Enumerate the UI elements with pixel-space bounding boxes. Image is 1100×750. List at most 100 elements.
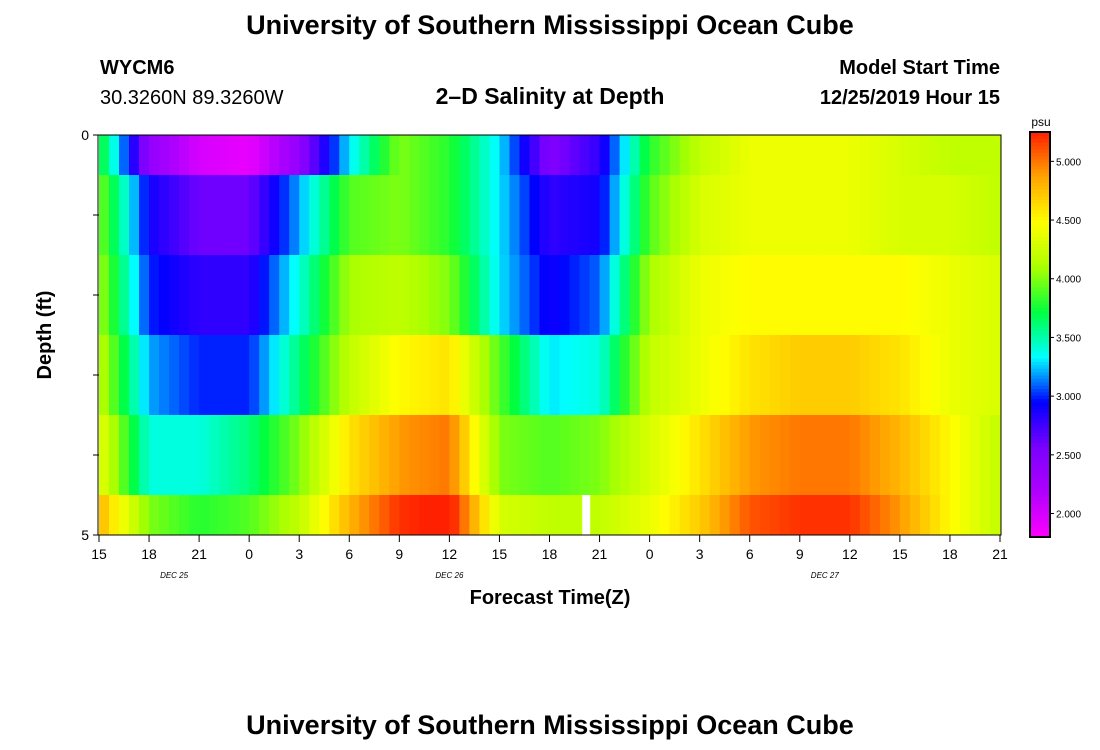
heatmap-cell [299, 255, 310, 335]
heatmap-cell [959, 135, 971, 175]
heatmap-cell [519, 495, 531, 535]
heatmap-cell [109, 495, 120, 535]
colorbar-segment [1030, 182, 1050, 187]
heatmap-cell [149, 255, 160, 335]
heatmap-cell [109, 175, 120, 255]
heatmap-cell [199, 175, 210, 255]
colorbar-segment [1030, 378, 1050, 383]
colorbar-segment [1030, 516, 1050, 521]
heatmap-cell [319, 415, 330, 495]
heatmap-cell [749, 495, 761, 535]
colorbar-segment [1030, 452, 1050, 457]
heatmap-cell [129, 175, 140, 255]
heatmap-cell [239, 335, 250, 415]
heatmap-cell [469, 495, 481, 535]
heatmap-cell [159, 335, 170, 415]
heatmap-cell [139, 255, 150, 335]
colorbar-segment [1030, 408, 1050, 413]
heatmap-cell [239, 495, 250, 535]
heatmap-cell [549, 175, 561, 255]
missing-data-gap [582, 495, 591, 535]
heatmap-cell [869, 415, 881, 495]
heatmap-cell [319, 255, 330, 335]
heatmap-cell [729, 255, 741, 335]
heatmap-cell [449, 335, 460, 415]
colorbar-tick-label: 4.500 [1056, 216, 1081, 227]
heatmap-cell [259, 495, 270, 535]
heatmap-cell [759, 175, 771, 255]
heatmap-cell [459, 335, 471, 415]
colorbar-segment [1030, 159, 1050, 163]
colorbar-segment [1030, 341, 1050, 346]
heatmap-cell [649, 415, 661, 495]
heatmap-cell [549, 255, 561, 335]
station-coords: 30.3260N 89.3260W [100, 87, 284, 109]
heatmap-cell [269, 175, 280, 255]
heatmap-cell [939, 415, 951, 495]
heatmap-cell [229, 335, 240, 415]
heatmap-cell [219, 335, 230, 415]
x-tick-label: 18 [942, 546, 958, 562]
heatmap-cell [699, 135, 711, 175]
heatmap-cell [959, 415, 971, 495]
colorbar-segment [1030, 223, 1050, 228]
heatmap-cell [819, 135, 831, 175]
colorbar-segment [1030, 307, 1050, 312]
heatmap-cell [919, 255, 931, 335]
station-id: WYCM6 [100, 57, 175, 79]
colorbar-segment [1030, 334, 1050, 339]
heatmap-cell [639, 175, 651, 255]
colorbar-segment [1030, 462, 1050, 467]
heatmap-cell [919, 175, 931, 255]
heatmap-cell [669, 255, 681, 335]
heatmap-cell [899, 175, 911, 255]
heatmap-cell [679, 135, 691, 175]
heatmap-cell [549, 415, 561, 495]
heatmap-cell [309, 415, 320, 495]
heatmap-cell [209, 135, 220, 175]
heatmap-cell [129, 335, 140, 415]
colorbar-segment [1030, 277, 1050, 281]
heatmap-cell [269, 495, 280, 535]
heatmap-cell [229, 415, 240, 495]
heatmap-cell [209, 335, 220, 415]
colorbar-tick-label: 3.000 [1056, 392, 1081, 403]
heatmap-cell [179, 495, 190, 535]
colorbar-segment [1030, 270, 1050, 275]
heatmap-cell [499, 255, 511, 335]
x-tick-label: 15 [91, 546, 107, 562]
heatmap-cell [709, 495, 721, 535]
heatmap-cell [659, 255, 671, 335]
heatmap-cell [359, 175, 370, 255]
colorbar-segment [1030, 135, 1050, 140]
heatmap-cell [169, 415, 180, 495]
colorbar-segment [1030, 162, 1050, 167]
heatmap-cell [769, 135, 781, 175]
heatmap-cell [369, 415, 380, 495]
heatmap-cell [629, 415, 641, 495]
heatmap-cell [609, 255, 621, 335]
heatmap-cell [279, 255, 290, 335]
heatmap-cell [719, 415, 731, 495]
date-label: DEC 27 [811, 571, 840, 580]
heatmap-cell [539, 415, 551, 495]
heatmap-cell [219, 415, 230, 495]
colorbar-segment [1030, 142, 1050, 146]
heatmap-cell [439, 255, 450, 335]
heatmap-cell [529, 135, 541, 175]
heatmap-cell [499, 495, 511, 535]
heatmap-cell [639, 135, 651, 175]
heatmap-cell [759, 255, 771, 335]
heatmap-cell [559, 175, 571, 255]
heatmap-cell [409, 415, 420, 495]
colorbar-segment [1030, 469, 1050, 474]
heatmap-cell [759, 335, 771, 415]
heatmap-cell [419, 135, 430, 175]
heatmap-cell [439, 135, 450, 175]
heatmap-cell [749, 175, 761, 255]
heatmap-cell [479, 135, 491, 175]
colorbar-segment [1030, 483, 1050, 487]
heatmap-cell [539, 495, 551, 535]
heatmap-cell [759, 135, 771, 175]
heatmap-cell [849, 135, 861, 175]
